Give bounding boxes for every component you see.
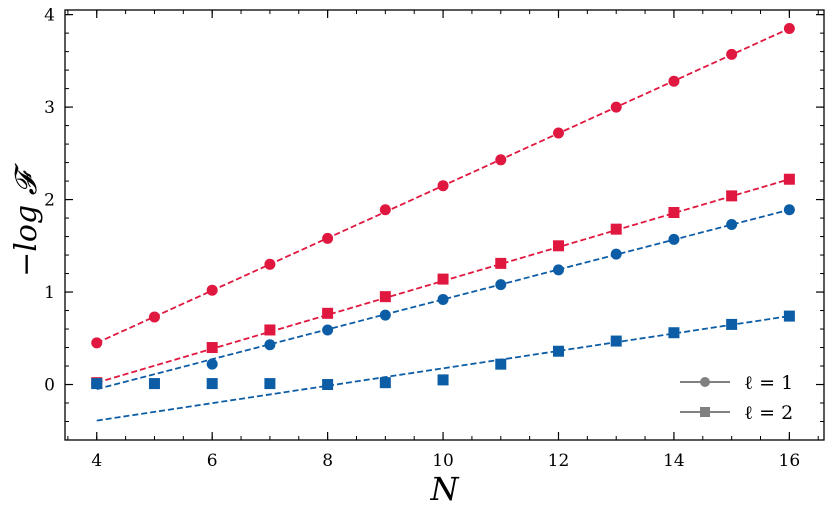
y-tick-label: 3 (44, 98, 55, 118)
data-point (437, 374, 449, 386)
data-point (495, 154, 507, 166)
x-tick-label: 4 (91, 451, 102, 471)
data-point (783, 310, 795, 322)
data-point (148, 378, 160, 390)
data-point (379, 204, 391, 216)
fit-line (96, 315, 790, 422)
x-tick-label: 6 (207, 451, 218, 471)
data-point (206, 342, 218, 354)
x-tick-label: 16 (779, 451, 801, 471)
data-point (264, 378, 276, 390)
legend-label: ℓ = 2 (744, 402, 793, 424)
data-markers (91, 22, 795, 391)
data-point (610, 248, 622, 260)
data-point (783, 204, 795, 216)
data-point (552, 127, 564, 139)
data-point (610, 101, 622, 113)
y-tick-label: 2 (44, 191, 55, 211)
y-tick-label: 0 (44, 376, 55, 396)
legend-marker (700, 407, 710, 417)
fit-lines (96, 27, 790, 422)
data-point (495, 358, 507, 370)
data-point (379, 377, 391, 389)
legend: ℓ = 1 ℓ = 2 (680, 372, 793, 424)
data-point (726, 48, 738, 60)
legend-label: ℓ = 1 (744, 372, 793, 394)
data-point (264, 324, 276, 336)
data-point (495, 257, 507, 269)
y-tick-label: 1 (44, 283, 55, 303)
data-point (437, 180, 449, 192)
data-point (264, 258, 276, 270)
data-point (206, 378, 218, 390)
data-point (437, 293, 449, 305)
legend-marker (700, 377, 710, 387)
data-point (552, 345, 564, 357)
data-point (437, 273, 449, 285)
data-point (668, 327, 680, 339)
data-point (726, 219, 738, 231)
data-point (206, 358, 218, 370)
x-axis-label: N (430, 470, 460, 508)
data-point (322, 379, 334, 391)
data-point (610, 223, 622, 235)
x-tick-label: 14 (663, 451, 685, 471)
data-point (91, 337, 103, 349)
data-point (91, 378, 103, 390)
x-tick-label: 12 (548, 451, 570, 471)
plot-frame (64, 9, 825, 441)
data-point (264, 339, 276, 351)
data-point (552, 240, 564, 252)
y-tick-label: 4 (44, 6, 55, 26)
data-point (552, 264, 564, 276)
data-point (610, 335, 622, 347)
data-point (726, 190, 738, 202)
y-axis-label: −log 𝓕 (9, 162, 44, 277)
x-tick-label: 10 (432, 451, 454, 471)
data-point (379, 309, 391, 321)
data-point (783, 22, 795, 34)
data-point (206, 284, 218, 296)
data-point (322, 307, 334, 319)
data-point (668, 207, 680, 219)
data-point (379, 291, 391, 303)
data-point (783, 173, 795, 185)
data-point (148, 311, 160, 323)
data-point (322, 232, 334, 244)
data-point (668, 75, 680, 87)
data-point (726, 318, 738, 330)
data-point (495, 279, 507, 291)
data-point (668, 233, 680, 245)
data-point (322, 324, 334, 336)
x-tick-label: 8 (322, 451, 333, 471)
